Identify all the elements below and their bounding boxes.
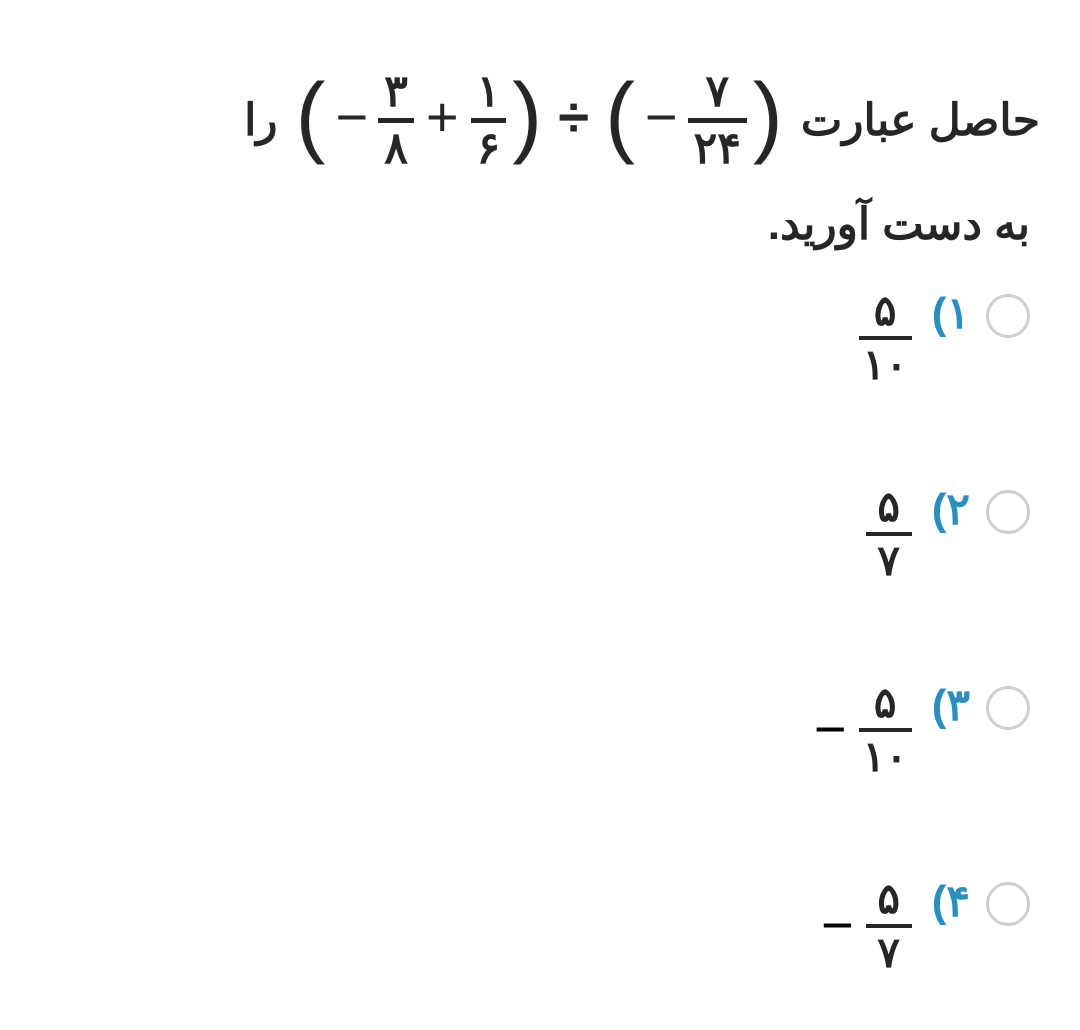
option-value: ۵ ۷: [866, 486, 912, 582]
fraction: ۵ ۷: [866, 878, 912, 974]
fraction: ۵ ۷: [866, 486, 912, 582]
division-sign: ÷: [548, 84, 599, 149]
radio-icon[interactable]: [986, 490, 1030, 534]
fraction: ۵ ۱۰: [859, 290, 912, 386]
option-label: ۴): [928, 880, 970, 924]
question-lead: حاصل عبارت: [801, 95, 1040, 146]
numerator: ۵: [873, 878, 904, 920]
question-line-1: حاصل عبارت ( − ۳ ۸ + ۱ ۶ ) ÷ ( − ۷ ۲۴: [40, 70, 1040, 171]
fraction-bar: [859, 728, 912, 732]
fraction-bar: [378, 118, 414, 123]
option-label: ۳): [928, 684, 970, 728]
option-4[interactable]: ۴) − ۵ ۷: [810, 878, 1030, 974]
option-2[interactable]: ۲) ۵ ۷: [810, 486, 1030, 582]
fraction-3-8: ۳ ۸: [378, 70, 414, 171]
denominator: ۷: [873, 932, 904, 974]
radio-icon[interactable]: [986, 686, 1030, 730]
fraction: ۵ ۱۰: [859, 682, 912, 778]
paren-open-2: (: [605, 85, 635, 148]
fraction-bar: [859, 336, 912, 340]
fraction-bar: [688, 118, 747, 123]
numerator: ۵: [870, 682, 901, 724]
denominator: ۱۰: [859, 736, 912, 778]
option-label: ۲): [928, 488, 970, 532]
question-block: حاصل عبارت ( − ۳ ۸ + ۱ ۶ ) ÷ ( − ۷ ۲۴: [40, 40, 1040, 974]
numerator: ۵: [873, 486, 904, 528]
math-expression: ( − ۳ ۸ + ۱ ۶ ) ÷ ( − ۷ ۲۴ ): [296, 70, 783, 171]
option-label: ۱): [928, 292, 970, 336]
paren-close-1: ): [512, 85, 542, 148]
option-value: ۵ ۱۰: [859, 290, 912, 386]
denominator: ۲۴: [688, 127, 747, 171]
fraction-bar: [471, 118, 507, 123]
option-1[interactable]: ۱) ۵ ۱۰: [810, 290, 1030, 386]
fraction-1-6: ۱ ۶: [471, 70, 507, 171]
radio-icon[interactable]: [986, 294, 1030, 338]
minus-sign: −: [332, 84, 373, 149]
fraction-7-24: ۷ ۲۴: [688, 70, 747, 171]
numerator: ۱: [471, 70, 507, 114]
question-line-2: به دست آورید.: [768, 199, 1030, 250]
minus-sign: −: [641, 84, 682, 149]
radio-icon[interactable]: [986, 882, 1030, 926]
option-value: − ۵ ۱۰: [810, 682, 912, 778]
fraction-bar: [866, 532, 912, 536]
paren-close-2: ): [753, 85, 783, 148]
numerator: ۵: [870, 290, 901, 332]
denominator: ۷: [873, 540, 904, 582]
denominator: ۸: [378, 127, 414, 171]
minus-sign: −: [810, 696, 851, 761]
numerator: ۳: [378, 70, 414, 114]
question-tail: را: [244, 95, 277, 146]
paren-open-1: (: [296, 85, 326, 148]
numerator: ۷: [699, 70, 735, 114]
options-list: ۱) ۵ ۱۰ ۲) ۵ ۷ ۳): [810, 290, 1040, 974]
fraction-bar: [866, 924, 912, 928]
option-3[interactable]: ۳) − ۵ ۱۰: [810, 682, 1030, 778]
denominator: ۶: [471, 127, 507, 171]
denominator: ۱۰: [859, 344, 912, 386]
minus-sign: −: [817, 892, 858, 957]
plus-sign: +: [420, 84, 465, 149]
option-value: − ۵ ۷: [817, 878, 912, 974]
